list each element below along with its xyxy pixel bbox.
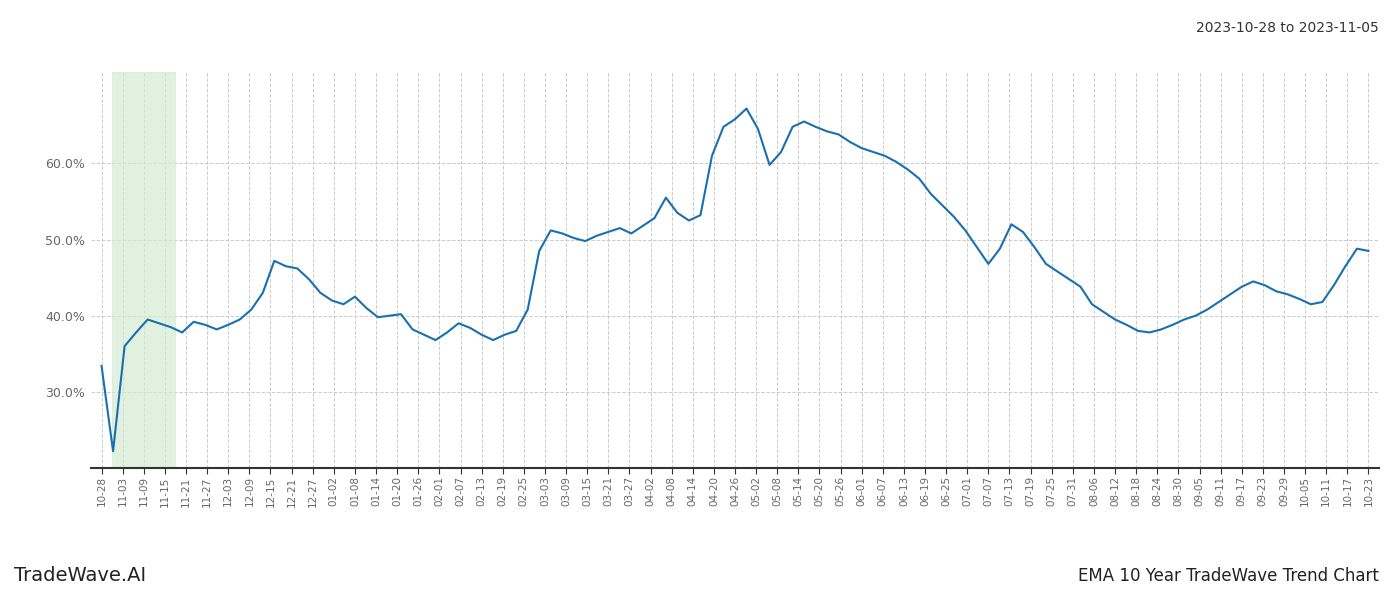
- Text: 2023-10-28 to 2023-11-05: 2023-10-28 to 2023-11-05: [1196, 21, 1379, 35]
- Text: TradeWave.AI: TradeWave.AI: [14, 566, 146, 585]
- Bar: [112, 72, 175, 468]
- Text: EMA 10 Year TradeWave Trend Chart: EMA 10 Year TradeWave Trend Chart: [1078, 567, 1379, 585]
